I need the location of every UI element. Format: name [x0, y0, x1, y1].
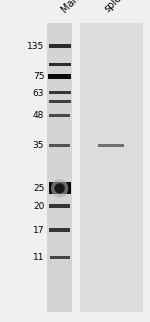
Ellipse shape [51, 179, 68, 198]
Text: 20: 20 [33, 202, 44, 211]
Bar [49, 144, 70, 147]
Bar [49, 99, 70, 102]
Bar [49, 228, 70, 232]
Text: 25: 25 [33, 184, 44, 193]
Bar [80, 23, 142, 312]
Text: 48: 48 [33, 111, 44, 120]
Bar [49, 182, 70, 194]
Bar [47, 23, 72, 312]
Bar [49, 204, 70, 208]
Text: 75: 75 [33, 72, 44, 81]
Bar [98, 144, 124, 147]
Text: 135: 135 [27, 42, 44, 51]
Bar [48, 74, 71, 79]
Bar [49, 44, 70, 48]
Text: 35: 35 [33, 141, 44, 150]
Ellipse shape [54, 183, 65, 194]
Bar [49, 63, 70, 66]
Text: spleen: spleen [103, 0, 133, 14]
Text: 17: 17 [33, 226, 44, 235]
Bar [49, 114, 70, 117]
Text: 11: 11 [33, 253, 44, 262]
Text: 63: 63 [33, 89, 44, 98]
Bar [50, 256, 70, 259]
Text: Marker: Marker [59, 0, 90, 14]
Bar [49, 91, 70, 94]
